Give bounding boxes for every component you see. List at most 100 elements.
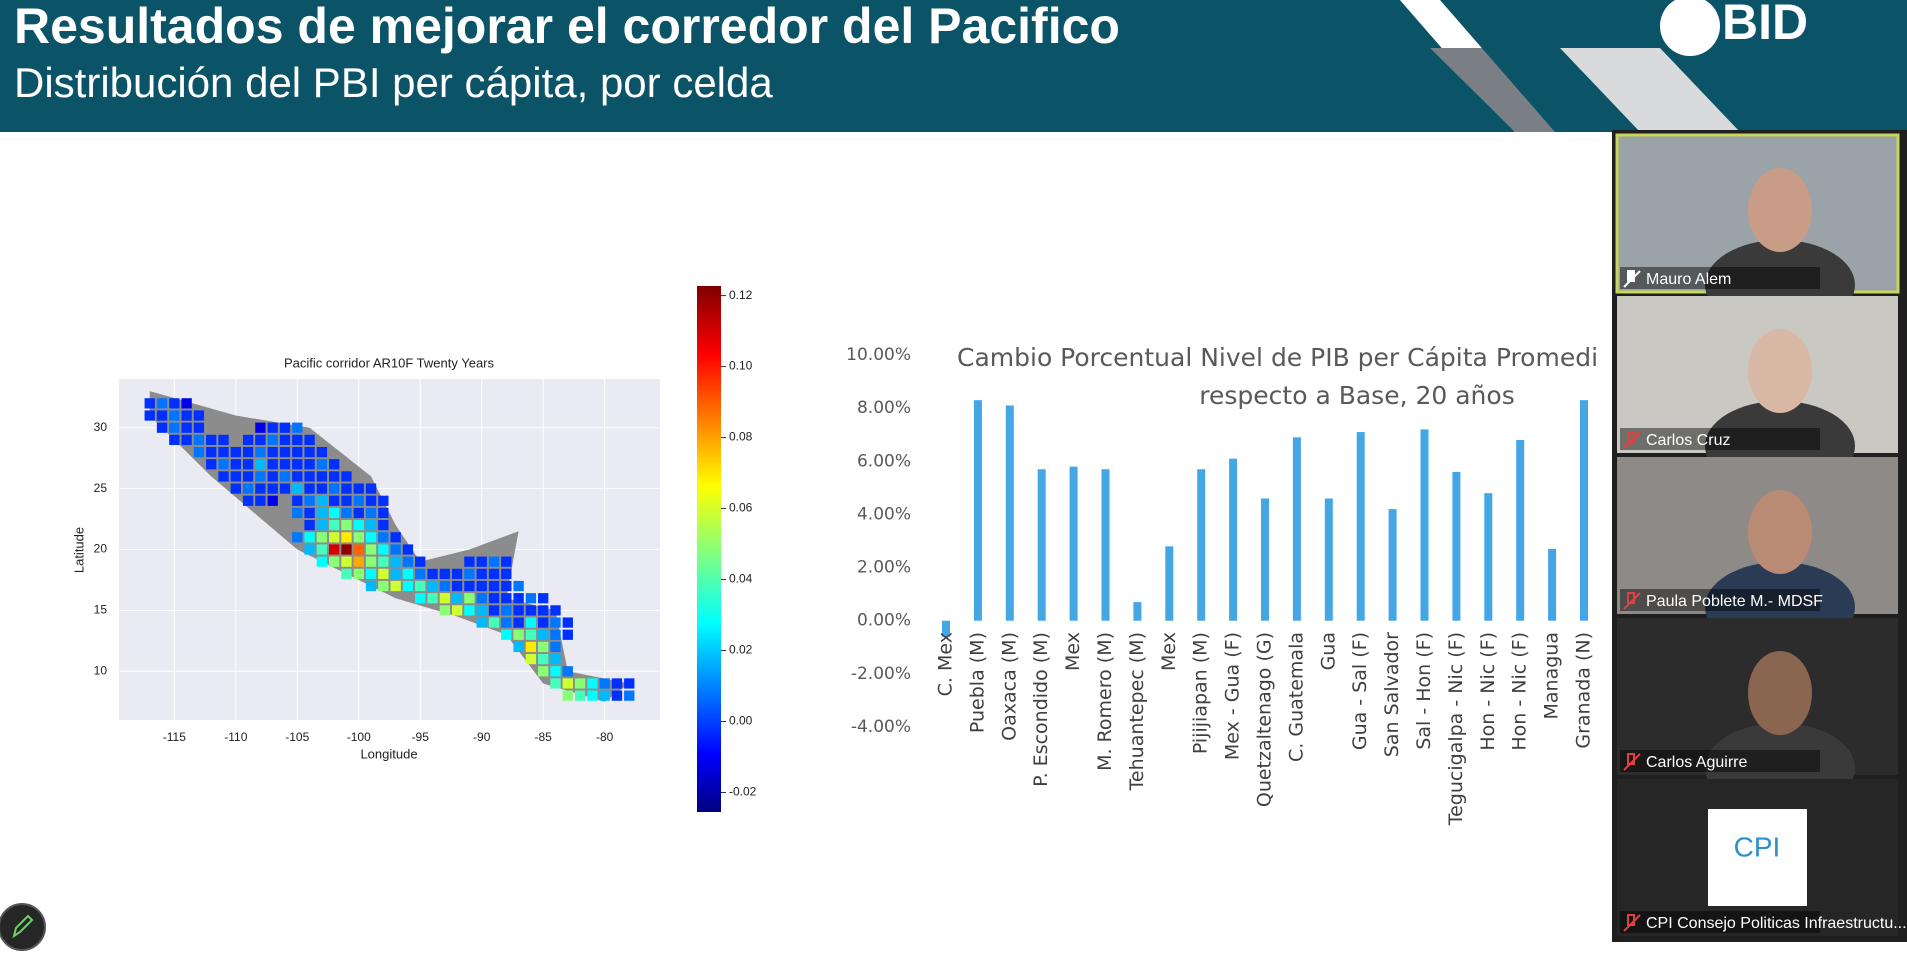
heat-cell [242, 459, 254, 470]
heat-cell [242, 446, 254, 458]
heat-cell [316, 471, 328, 482]
heat-cell [255, 471, 266, 482]
bar-y-tick-label: 0.00% [857, 611, 911, 631]
heat-cell [378, 556, 389, 567]
heat-cell [464, 605, 475, 616]
name-plate [1620, 589, 1820, 611]
map-y-tick-label: 25 [94, 481, 108, 495]
colorbar-tick-label: -0.02 [729, 785, 757, 799]
heat-cell [206, 446, 217, 458]
heat-cell [464, 568, 475, 579]
heat-cell [415, 556, 426, 567]
heat-cell [476, 568, 487, 579]
heat-cell [329, 471, 340, 482]
heat-cell [378, 495, 389, 506]
participant-name: Paula Poblete M.- MDSF [1646, 593, 1823, 610]
colorbar-tick-label: 0.02 [729, 643, 753, 657]
map-x-tick-label: -115 [163, 730, 186, 744]
heat-cell [267, 422, 278, 433]
heat-cell [218, 471, 229, 482]
heat-cell [304, 507, 315, 519]
heat-cell [439, 580, 450, 592]
heat-cell [169, 410, 180, 421]
heat-cell [365, 495, 377, 506]
heat-cell [169, 398, 180, 409]
bar [1484, 493, 1493, 621]
heat-cell [525, 617, 537, 628]
pencil-button[interactable] [0, 903, 46, 951]
heat-cell [402, 544, 414, 555]
bar-category-label: M. Romero (M) [1094, 632, 1116, 771]
heat-cell [304, 459, 315, 470]
heat-cell [488, 593, 500, 604]
heatmap [119, 379, 660, 720]
heat-cell [439, 593, 450, 604]
heat-cell [267, 459, 278, 470]
heat-cell [365, 520, 377, 531]
map-y-tick-label: 30 [94, 420, 108, 434]
bar-category-label: Gua [1317, 632, 1339, 670]
heat-cell [611, 678, 623, 689]
heat-cell [316, 556, 328, 567]
slide-subtitle: Distribución del PBI per cápita, por cel… [14, 59, 773, 106]
heat-cell [218, 459, 229, 470]
bar [1005, 405, 1014, 621]
heat-cell [427, 593, 438, 604]
bar [1133, 602, 1142, 621]
heat-cell [365, 507, 377, 519]
heat-cell [206, 459, 217, 470]
heat-cell [501, 593, 512, 604]
heat-cell [329, 532, 340, 543]
heat-cell [353, 520, 364, 531]
bar-title: respecto a Base, 20 años [1199, 381, 1514, 410]
heat-cell [181, 422, 192, 433]
header-stripe [1560, 48, 1740, 132]
cpi-logo: CPI [1734, 831, 1781, 862]
heat-cell [574, 690, 586, 701]
heat-cell [599, 678, 610, 689]
colorbar-tick-label: 0.00 [729, 714, 753, 728]
heat-cell [329, 544, 340, 555]
heat-cell [464, 556, 475, 567]
heat-cell [304, 471, 315, 482]
heat-cell [562, 617, 573, 628]
participant-name: Carlos Aguirre [1646, 754, 1747, 771]
participant-face [1748, 651, 1812, 735]
heat-cell [525, 629, 537, 640]
heat-cell [292, 483, 303, 494]
heat-cell [365, 544, 377, 555]
heat-cell [218, 446, 229, 458]
heat-cell [255, 446, 266, 458]
heat-cell [353, 544, 364, 555]
heat-cell [538, 593, 549, 604]
map-title: Pacific corridor AR10F Twenty Years [284, 355, 495, 370]
heat-cell [169, 422, 180, 433]
bar-category-label: P. Escondido (M) [1030, 632, 1052, 787]
heat-cell [156, 422, 168, 433]
heat-cell [267, 471, 278, 482]
heat-cell [353, 568, 364, 579]
heat-cell [365, 580, 377, 592]
heat-cell [292, 495, 303, 506]
participant-name: Carlos Cruz [1646, 432, 1730, 449]
heat-cell [365, 532, 377, 543]
bar-category-label: Mex [1062, 632, 1084, 671]
heat-cell [378, 520, 389, 531]
bar [1292, 437, 1301, 621]
heat-cell [476, 556, 487, 567]
heat-cell [378, 568, 389, 579]
heat-cell [341, 495, 352, 506]
logo-text: BID [1722, 0, 1808, 50]
heat-cell [513, 593, 524, 604]
heat-cell [451, 593, 463, 604]
heat-cell [304, 495, 315, 506]
heat-cell [353, 483, 364, 494]
heat-cell [279, 471, 291, 482]
heat-cell [304, 544, 315, 555]
heat-cell [230, 483, 241, 494]
heat-cell [488, 580, 500, 592]
heat-cell [513, 605, 524, 616]
name-plate [1620, 911, 1820, 933]
bar-y-tick-label: 6.00% [857, 451, 911, 471]
bar-category-label: Tehuantepec (M) [1126, 632, 1148, 791]
